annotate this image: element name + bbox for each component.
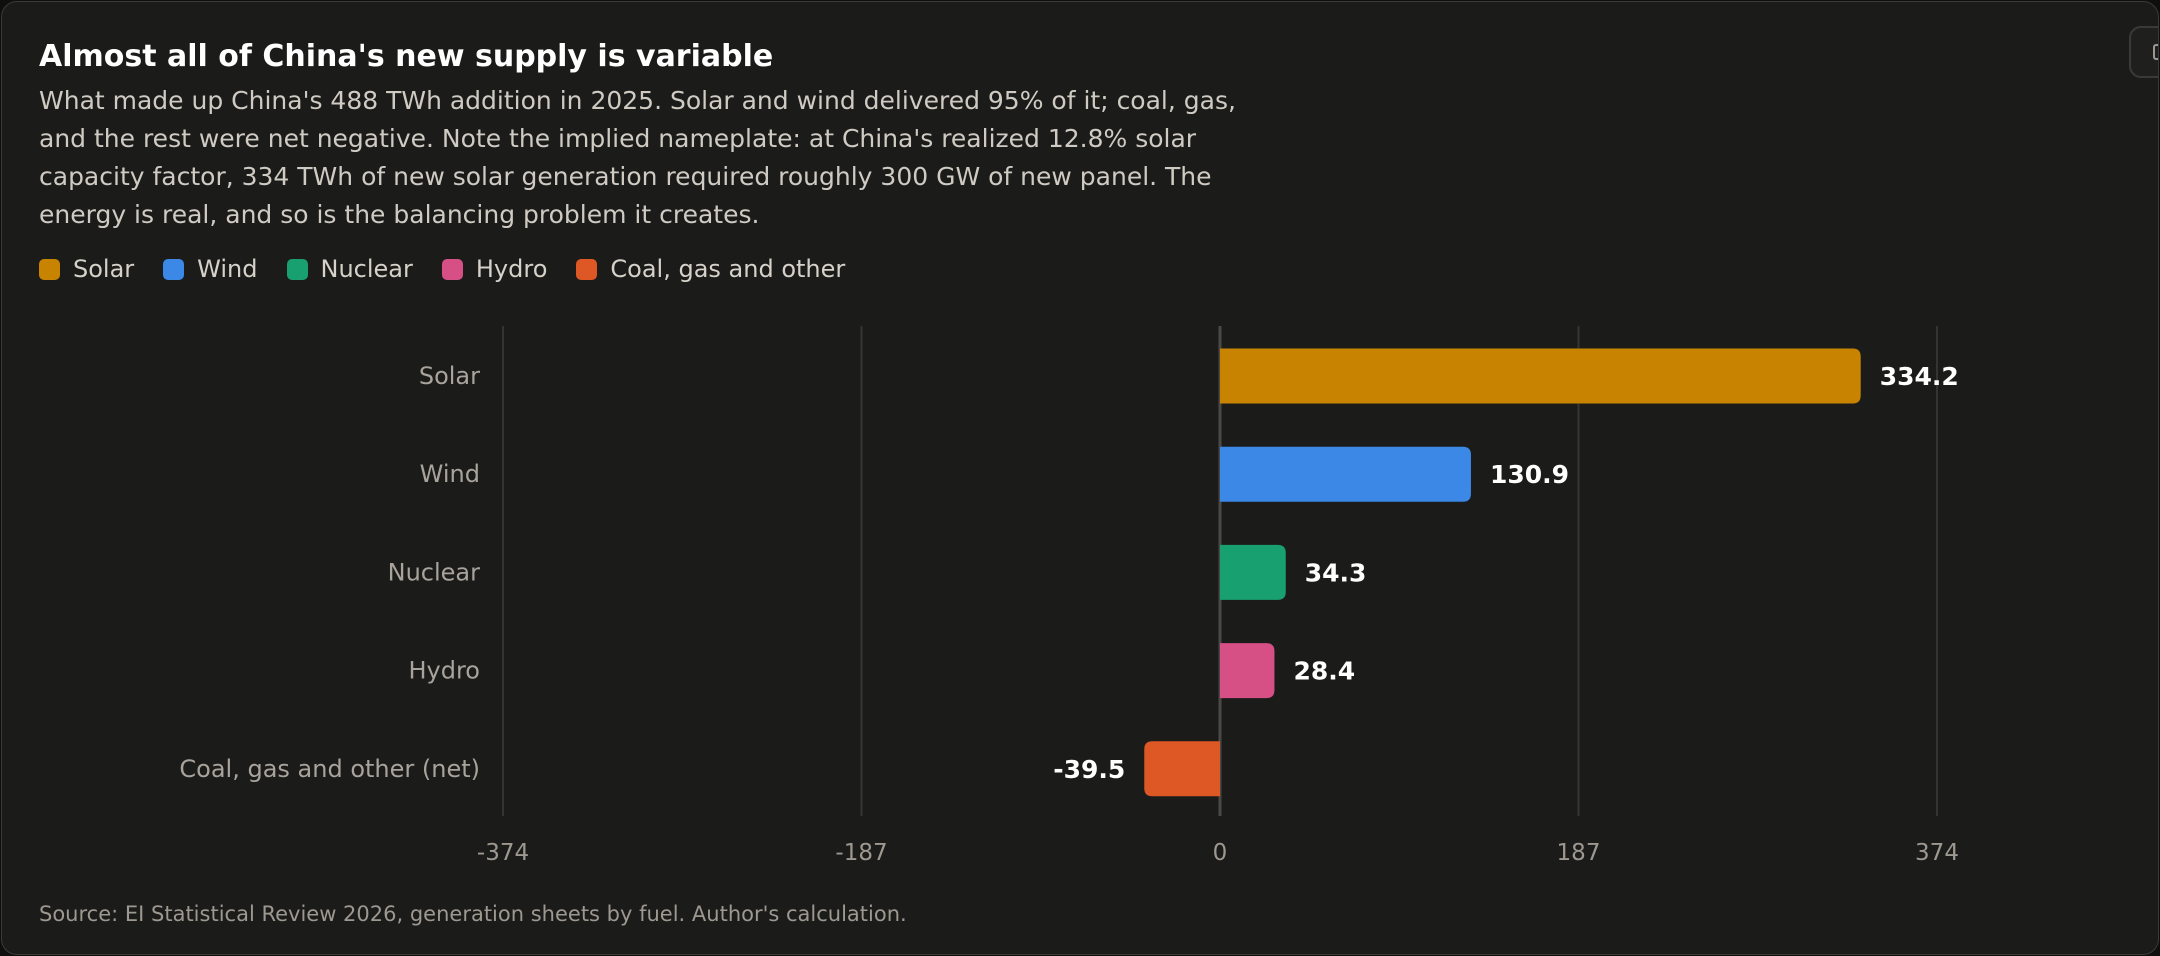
legend-label-hydro: Hydro [475, 255, 548, 283]
bar-nuclear [1220, 544, 1286, 600]
category-label-hydro: Hydro [408, 657, 480, 685]
legend-swatch-hydro [441, 258, 463, 280]
category-label-wind: Wind [420, 460, 480, 488]
copy-button[interactable] [2129, 26, 2158, 78]
bar-wind [1220, 446, 1471, 502]
bar-hydro [1220, 643, 1275, 699]
x-tick-label: 187 [1557, 840, 1601, 866]
legend-label-nuclear: Nuclear [320, 255, 413, 283]
x-tick-label: 374 [1915, 840, 1959, 866]
legend-swatch-solar [39, 258, 60, 280]
legend-label-wind: Wind [197, 255, 258, 283]
legend-swatch-coal-gas-other [576, 258, 598, 280]
value-label-nuclear: 34.3 [1305, 558, 1367, 587]
source-note: Source: EI Statistical Review 2026, gene… [39, 902, 907, 926]
chart-title: Almost all of China's new supply is vari… [39, 39, 774, 74]
value-label-solar: 334.2 [1880, 362, 1959, 391]
legend-item-hydro: Hydro [441, 253, 548, 285]
x-tick-label: -374 [477, 840, 529, 866]
legend: Solar Wind Nuclear Hydro Coal, gas and o… [39, 253, 874, 285]
x-tick-label: 0 [1213, 840, 1228, 866]
legend-item-nuclear: Nuclear [286, 253, 413, 285]
value-label-coal-gas-and-other-net: -39.5 [1053, 755, 1125, 784]
category-label-nuclear: Nuclear [388, 558, 481, 586]
category-label-coal-gas-and-other-net: Coal, gas and other (net) [179, 755, 480, 783]
bar-coal-gas-and-other-net [1144, 741, 1220, 797]
chart-subtitle: What made up China's 488 TWh addition in… [39, 86, 1236, 229]
legend-swatch-wind [163, 258, 185, 280]
category-label-solar: Solar [419, 362, 480, 390]
legend-label-solar: Solar [73, 255, 135, 283]
legend-item-solar: Solar [39, 253, 134, 285]
value-label-hydro: 28.4 [1293, 657, 1355, 686]
legend-swatch-nuclear [286, 258, 308, 280]
bar-solar [1220, 348, 1861, 404]
copy-icon [2153, 44, 2158, 60]
x-tick-label: -187 [835, 840, 887, 866]
legend-label-coal-gas-other: Coal, gas and other [610, 255, 846, 283]
value-label-wind: 130.9 [1490, 460, 1569, 489]
legend-item-coal-gas-other: Coal, gas and other [576, 253, 845, 285]
legend-item-wind: Wind [163, 253, 258, 285]
